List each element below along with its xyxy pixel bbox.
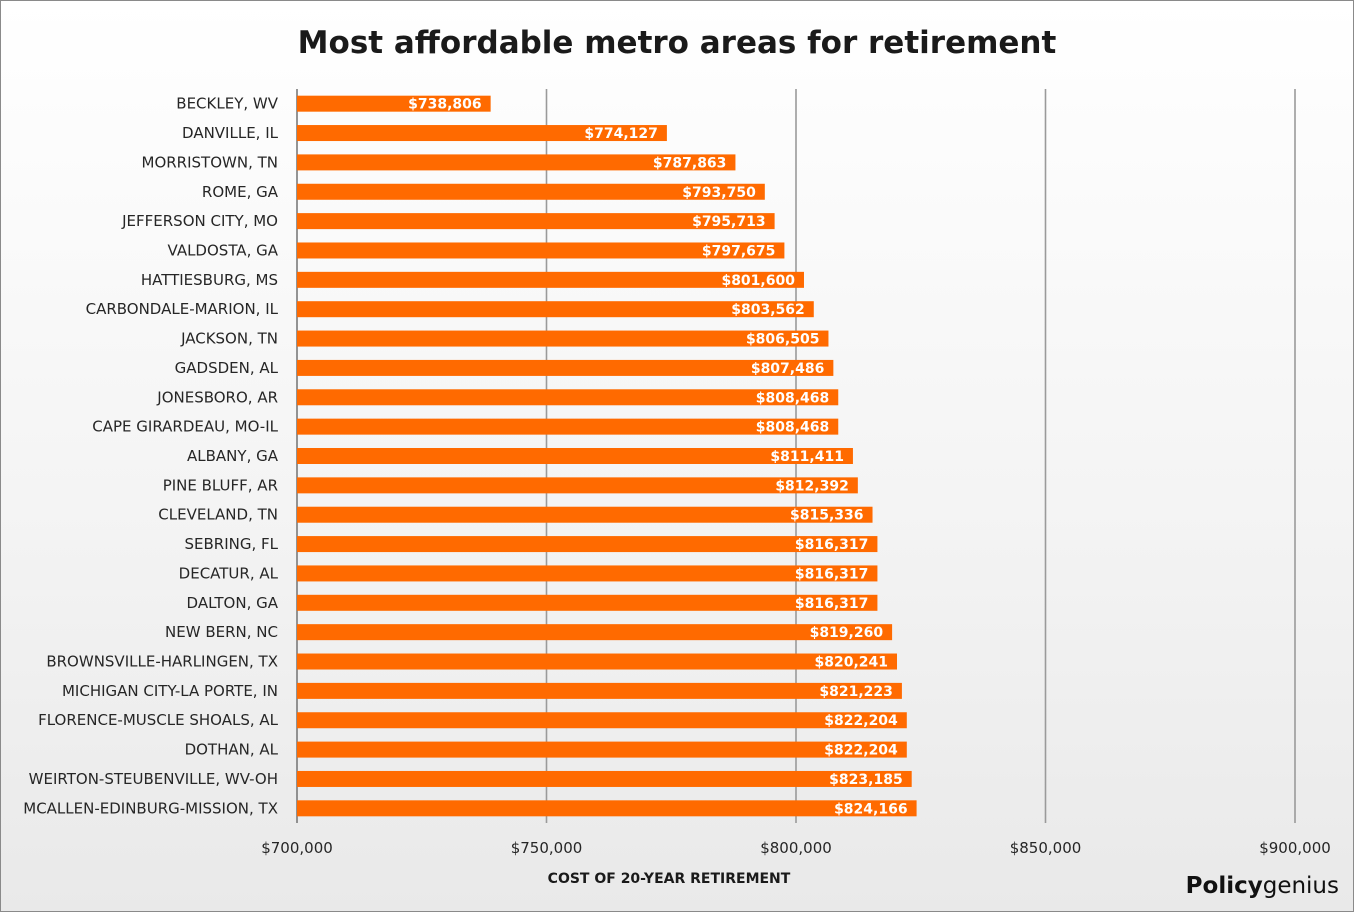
- category-label: DANVILLE, IL: [182, 124, 279, 142]
- bar: [297, 741, 907, 758]
- category-label: NEW BERN, NC: [165, 623, 278, 641]
- bar: [297, 418, 839, 435]
- bar: [297, 506, 873, 523]
- bar: [297, 183, 765, 200]
- bar: [297, 301, 814, 318]
- category-label: MICHIGAN CITY-LA PORTE, IN: [62, 682, 278, 700]
- x-tick-label: $900,000: [1259, 839, 1331, 857]
- bar: [297, 95, 491, 112]
- category-label: ALBANY, GA: [187, 447, 279, 465]
- bar-value-label: $807,486: [751, 361, 825, 377]
- category-label: WEIRTON-STEUBENVILLE, WV-OH: [29, 770, 278, 788]
- bar-value-label: $808,468: [756, 390, 830, 406]
- bar-value-label: $803,562: [731, 302, 805, 318]
- category-label: SEBRING, FL: [184, 535, 278, 553]
- bar: [297, 800, 917, 817]
- bar: [297, 594, 878, 611]
- bar: [297, 536, 878, 553]
- category-label: MCALLEN-EDINBURG-MISSION, TX: [23, 799, 278, 817]
- bar: [297, 389, 839, 406]
- chart-title: Most affordable metro areas for retireme…: [298, 25, 1057, 61]
- bar: [297, 213, 775, 230]
- bar-value-label: $795,713: [692, 214, 766, 230]
- category-labels: BECKLEY, WV DANVILLE, IL MORRISTOWN, TN ROM…: [23, 95, 278, 818]
- bar-value-label: $808,468: [756, 420, 830, 436]
- bar: [297, 271, 804, 288]
- bar: [297, 565, 878, 582]
- svg-text:Policygenius: Policygenius: [1186, 873, 1339, 899]
- bar-value-label: $774,127: [584, 126, 658, 142]
- bar-value-label: $815,336: [790, 508, 864, 524]
- category-label: GADSDEN, AL: [175, 359, 279, 377]
- category-label: CAPE GIRARDEAU, MO-IL: [92, 418, 278, 436]
- x-tick-label: $850,000: [1010, 839, 1082, 857]
- category-label: BROWNSVILLE-HARLINGEN, TX: [46, 653, 278, 671]
- category-label: JACKSON, TN: [180, 330, 278, 348]
- bar: [297, 682, 902, 699]
- category-label: JEFFERSON CITY, MO: [121, 212, 278, 230]
- bar-value-label: $811,411: [770, 449, 844, 465]
- category-label: ROME, GA: [202, 183, 279, 201]
- bar-value-label: $819,260: [810, 625, 884, 641]
- bar: [297, 770, 912, 787]
- category-label: VALDOSTA, GA: [168, 241, 279, 259]
- bar-value-label: $822,204: [824, 713, 898, 729]
- bar-value-label: $824,166: [834, 801, 908, 817]
- x-axis-title: COST OF 20-YEAR RETIREMENT: [548, 871, 791, 887]
- bar-value-label: $816,317: [795, 537, 869, 553]
- logo-light-text: genius: [1263, 873, 1339, 899]
- category-label: BECKLEY, WV: [176, 95, 278, 113]
- category-label: MORRISTOWN, TN: [142, 153, 278, 171]
- bars: $738,806 $774,127 $787,863 $793,750 $795,713…: [297, 95, 917, 817]
- category-label: HATTIESBURG, MS: [141, 271, 278, 289]
- category-label: JONESBORO, AR: [156, 388, 278, 406]
- bar: [297, 477, 858, 494]
- bar-value-label: $823,185: [829, 772, 903, 788]
- bar: [297, 448, 853, 464]
- category-label: FLORENCE-MUSCLE SHOALS, AL: [38, 711, 279, 729]
- category-label: CLEVELAND, TN: [158, 506, 278, 524]
- bar-value-label: $806,505: [746, 332, 820, 348]
- bar-value-label: $816,317: [795, 596, 869, 612]
- category-label: DOTHAN, AL: [185, 741, 279, 759]
- bar-value-label: $816,317: [795, 566, 869, 582]
- bar: [297, 653, 898, 670]
- bar-value-label: $812,392: [775, 478, 849, 494]
- bar: [297, 330, 829, 347]
- bar: [297, 242, 785, 259]
- bar-value-label: $821,223: [819, 684, 893, 700]
- x-tick-label: $750,000: [511, 839, 583, 857]
- x-tick-label: $700,000: [261, 839, 333, 857]
- bar-value-label: $738,806: [408, 97, 482, 113]
- bar: [297, 359, 834, 376]
- policygenius-logo: Policygenius: [1186, 873, 1339, 899]
- bar: [297, 712, 907, 729]
- logo-bold-text: Policy: [1186, 873, 1263, 899]
- bar-value-label: $801,600: [721, 273, 795, 289]
- x-axis-ticks: $700,000 $750,000 $800,000 $850,000 $900,000: [261, 839, 1331, 857]
- bar: [297, 624, 893, 641]
- bar-value-label: $793,750: [682, 185, 756, 201]
- x-tick-label: $800,000: [760, 839, 832, 857]
- bar-value-label: $787,863: [653, 155, 727, 171]
- bar-value-label: $822,204: [824, 743, 898, 759]
- bar: [297, 154, 736, 171]
- category-label: DECATUR, AL: [179, 564, 279, 582]
- category-label: CARBONDALE-MARION, IL: [86, 300, 279, 318]
- bar-value-label: $820,241: [814, 655, 888, 671]
- bar-value-label: $797,675: [702, 243, 776, 259]
- bar: [297, 125, 667, 142]
- category-label: PINE BLUFF, AR: [163, 476, 278, 494]
- category-label: DALTON, GA: [187, 594, 279, 612]
